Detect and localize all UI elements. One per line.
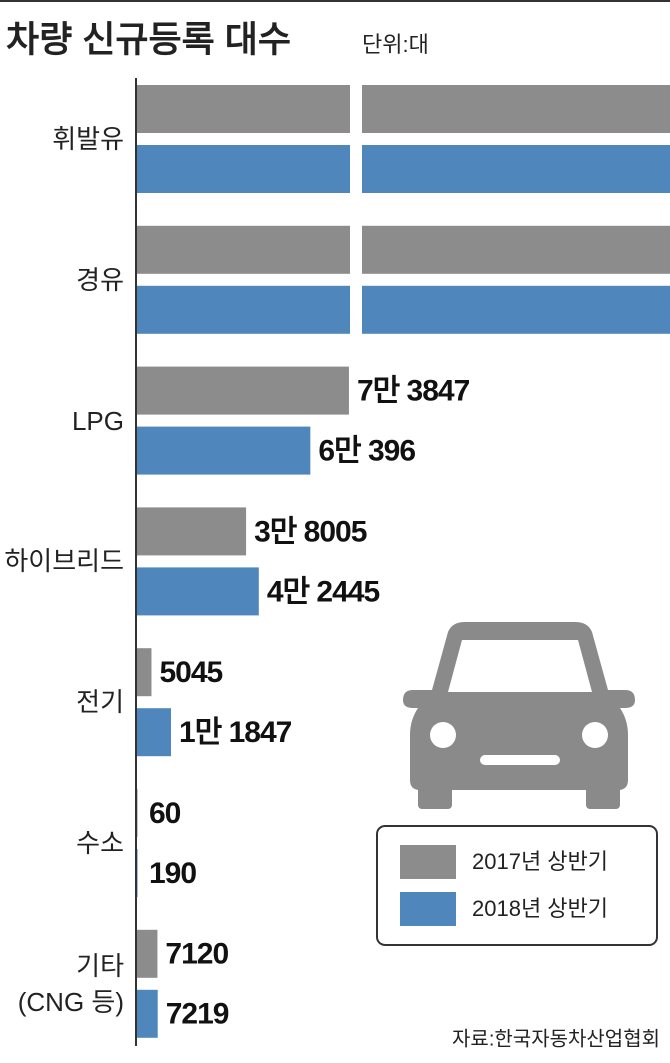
value-label: 7120 <box>165 938 228 971</box>
bar <box>137 85 670 133</box>
bar-segment <box>137 285 350 334</box>
car-icon <box>403 622 635 809</box>
value-label: 6만 396 <box>318 435 415 468</box>
category-label: 기타 (CNG 등) <box>17 950 124 1017</box>
value-label: 60 <box>149 797 181 830</box>
bar <box>137 507 247 556</box>
category-label: 휘발유 <box>52 124 124 154</box>
value-label: 3만 8005 <box>254 515 367 548</box>
bar <box>137 285 670 334</box>
bar <box>137 426 311 475</box>
bar-segment <box>137 225 350 274</box>
bar-segment <box>362 225 670 274</box>
bar <box>137 708 172 757</box>
bar <box>137 989 158 1038</box>
bar-segment <box>362 85 670 133</box>
category-label: 전기 <box>76 687 124 718</box>
bar <box>137 648 152 697</box>
bar <box>137 145 670 193</box>
category-label: 수소 <box>76 828 124 858</box>
bar-segment <box>362 145 670 193</box>
bar-segment <box>137 85 350 133</box>
bar <box>137 567 259 616</box>
legend-label: 2018년 상반기 <box>472 896 608 921</box>
legend-label: 2017년 상반기 <box>472 849 608 874</box>
category-label: 경유 <box>76 264 124 295</box>
bar-segment <box>137 145 350 193</box>
bar <box>137 929 158 978</box>
legend-swatch <box>400 845 456 879</box>
legend-box <box>376 825 658 946</box>
value-label: 1만 1847 <box>179 716 292 749</box>
value-label: 190 <box>149 857 196 890</box>
category-label: 하이브리드 <box>4 546 124 577</box>
legend-swatch <box>400 892 456 926</box>
bar-segment <box>362 285 670 334</box>
value-label: 7만 3847 <box>357 375 470 408</box>
chart-title: 차량 신규등록 대수 <box>6 19 291 60</box>
value-label: 4만 2445 <box>267 575 380 608</box>
source: 자료:한국자동차산업협회 <box>452 1027 660 1050</box>
bar <box>137 225 670 274</box>
chart-subtitle: 단위:대 <box>362 32 429 57</box>
bar <box>137 849 138 897</box>
value-label: 7219 <box>166 998 229 1031</box>
bar <box>137 789 138 837</box>
value-label: 5045 <box>159 656 222 689</box>
bar <box>137 366 349 415</box>
category-label: LPG <box>71 405 124 436</box>
